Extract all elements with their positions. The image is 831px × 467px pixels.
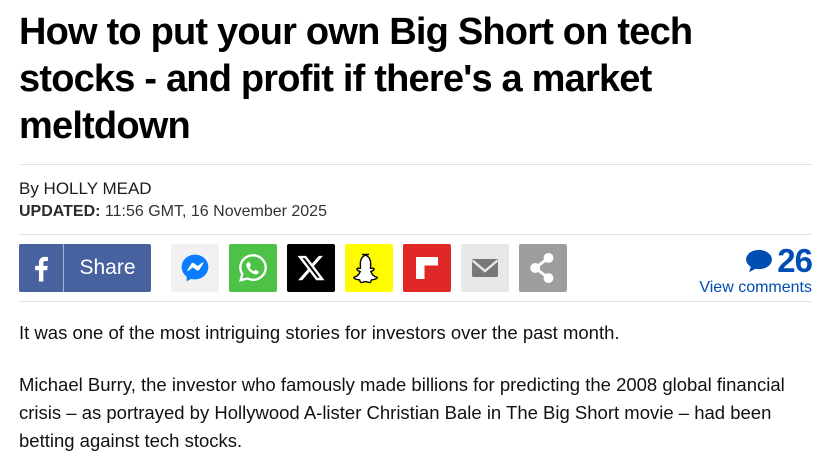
flipboard-icon bbox=[416, 257, 438, 279]
snapchat-icon bbox=[353, 253, 378, 284]
snapchat-share-button[interactable] bbox=[345, 244, 393, 292]
facebook-icon bbox=[19, 244, 64, 292]
article-paragraph: It was one of the most intriguing storie… bbox=[19, 322, 620, 343]
updated-value: 11:56 GMT, 16 November 2025 bbox=[100, 203, 327, 220]
email-icon bbox=[471, 259, 499, 277]
messenger-icon bbox=[181, 254, 209, 282]
facebook-share-label: Share bbox=[79, 256, 136, 279]
x-share-button[interactable] bbox=[287, 244, 335, 292]
divider bbox=[19, 301, 812, 302]
updated-label: UPDATED: bbox=[19, 203, 101, 220]
whatsapp-icon bbox=[239, 254, 267, 282]
flipboard-share-button[interactable] bbox=[403, 244, 451, 292]
article-paragraph: Michael Burry, the investor who famously… bbox=[19, 374, 785, 451]
generic-share-button[interactable] bbox=[519, 244, 567, 292]
divider bbox=[19, 164, 812, 165]
view-comments-link[interactable]: View comments bbox=[699, 278, 812, 296]
divider bbox=[19, 234, 812, 235]
author-link[interactable]: By HOLLY MEAD bbox=[19, 179, 152, 198]
comments-count-link[interactable]: 26 bbox=[745, 241, 813, 279]
share-nodes-icon bbox=[530, 252, 554, 284]
messenger-share-button[interactable] bbox=[171, 244, 219, 292]
byline-block: By HOLLY MEAD UPDATED: 11:56 GMT, 16 Nov… bbox=[19, 165, 812, 234]
facebook-share-button[interactable]: Share bbox=[19, 244, 151, 292]
comment-bubble-icon bbox=[746, 249, 773, 272]
article-page: How to put your own Big Short on tech st… bbox=[19, 11, 813, 455]
article-body: It was one of the most intriguing storie… bbox=[19, 302, 812, 455]
comments-block: 26 View comments bbox=[699, 240, 813, 297]
social-share-bar: Share bbox=[19, 244, 813, 296]
whatsapp-share-button[interactable] bbox=[229, 244, 277, 292]
email-share-button[interactable] bbox=[461, 244, 509, 292]
comments-count: 26 bbox=[777, 241, 813, 279]
x-icon bbox=[297, 255, 325, 281]
article-headline: How to put your own Big Short on tech st… bbox=[19, 11, 693, 147]
updated-timestamp: UPDATED: 11:56 GMT, 16 November 2025 bbox=[19, 203, 812, 221]
